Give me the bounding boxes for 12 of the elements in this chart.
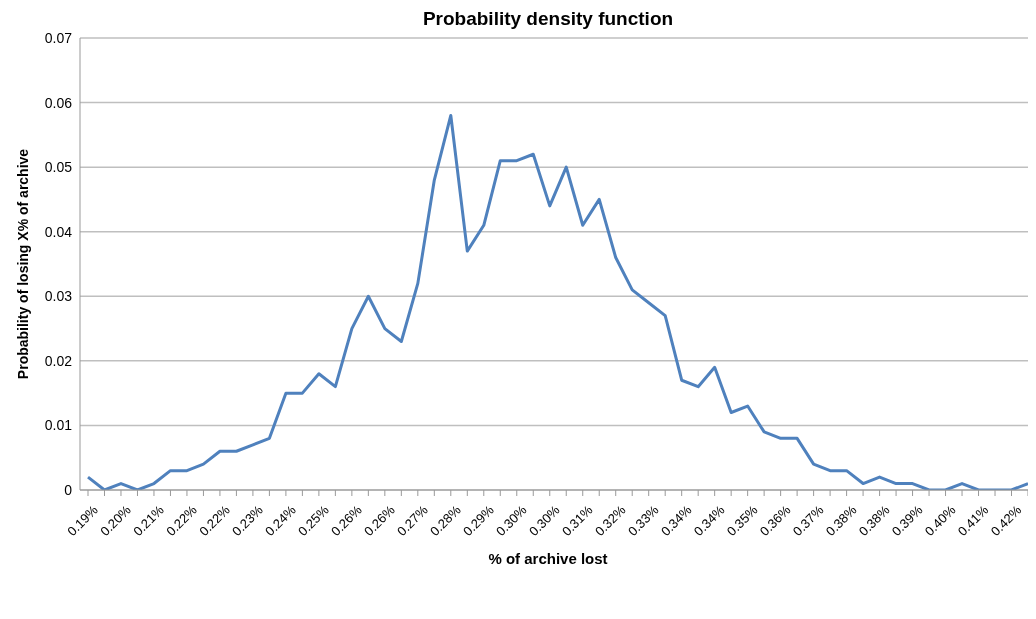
y-tick-label: 0.01 [44, 417, 73, 434]
y-tick-label: 0.06 [44, 94, 73, 111]
y-tick-label: 0.02 [44, 352, 73, 369]
chart-title: Probability density function [421, 8, 675, 30]
y-tick-label: 0.03 [44, 288, 73, 305]
y-tick-label: 0 [64, 481, 73, 498]
y-tick-label: 0.05 [44, 159, 73, 176]
x-axis-title: % of archive lost [487, 550, 609, 567]
line-series [86, 113, 1028, 490]
y-tick-label: 0.07 [44, 29, 73, 46]
y-axis-title: Probability of losing X% of archive [15, 148, 32, 380]
y-tick-label: 0.04 [44, 223, 73, 240]
